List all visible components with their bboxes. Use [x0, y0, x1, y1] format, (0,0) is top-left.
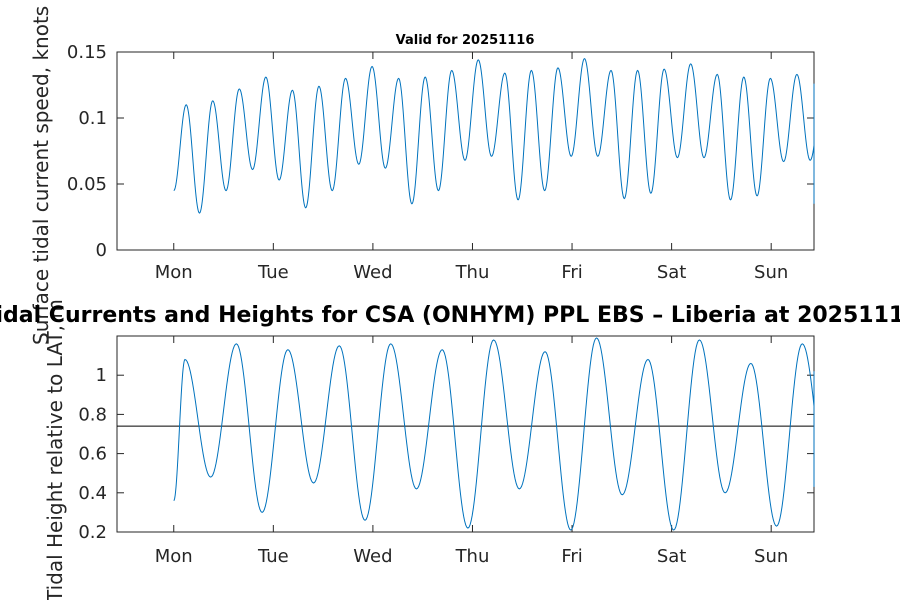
- speed-y-axis-label: Surface tidal current speed, knots: [29, 6, 53, 345]
- height-y-tick-label: 0.8: [78, 404, 107, 425]
- height-x-tick-label: Sun: [754, 546, 788, 567]
- height-x-tick-label: Fri: [561, 546, 582, 567]
- height-axes-box: [116, 335, 815, 533]
- height-y-tick-label: 1: [96, 365, 107, 386]
- height-series-line: [173, 337, 815, 531]
- height-axes: 0.2 0.4 0.6 0.8 1 Mon Tue Wed Thu Fri Sat Sun: [78, 335, 815, 567]
- speed-series-line: [173, 57, 815, 214]
- speed-x-tick-label: Tue: [257, 262, 289, 283]
- height-y-tick-label: 0.4: [78, 483, 107, 504]
- speed-x-tick-label: Thu: [455, 262, 490, 283]
- height-x-ticks: Mon Tue Wed Thu Fri Sat Sun: [155, 336, 788, 567]
- speed-x-tick-label: Sat: [657, 262, 687, 283]
- height-x-tick-label: Mon: [155, 546, 193, 567]
- speed-x-tick-label: Fri: [561, 262, 582, 283]
- speed-y-tick-label: 0: [96, 240, 107, 261]
- speed-axes: 0 0.05 0.1 0.15 Mon Tue Wed Thu Fri Sat Sun Valid…: [67, 33, 815, 283]
- speed-y-tick-label: 0.1: [78, 108, 107, 129]
- figure-title: Tidal Currents and Heights for CSA (ONHY…: [0, 303, 900, 328]
- height-y-tick-label: 0.6: [78, 444, 107, 465]
- height-y-tick-label: 0.2: [78, 522, 107, 543]
- speed-y-tick-label: 0.15: [67, 42, 107, 63]
- speed-x-tick-label: Mon: [155, 262, 193, 283]
- height-x-tick-label: Sat: [657, 546, 687, 567]
- speed-axes-title: Valid for 20251116: [396, 33, 535, 48]
- speed-x-ticks: Mon Tue Wed Thu Fri Sat Sun: [155, 52, 788, 283]
- speed-x-tick-label: Wed: [353, 262, 392, 283]
- height-x-tick-label: Tue: [257, 546, 289, 567]
- height-x-tick-label: Thu: [455, 546, 490, 567]
- height-y-axis-label: Tidal Height relative to LAT, m: [43, 299, 67, 600]
- height-x-tick-label: Wed: [353, 546, 392, 567]
- speed-x-tick-label: Sun: [754, 262, 788, 283]
- speed-y-tick-label: 0.05: [67, 174, 107, 195]
- speed-axes-box: [116, 51, 815, 251]
- speed-y-ticks: 0 0.05 0.1 0.15: [67, 42, 814, 261]
- height-y-ticks: 0.2 0.4 0.6 0.8 1: [78, 365, 814, 543]
